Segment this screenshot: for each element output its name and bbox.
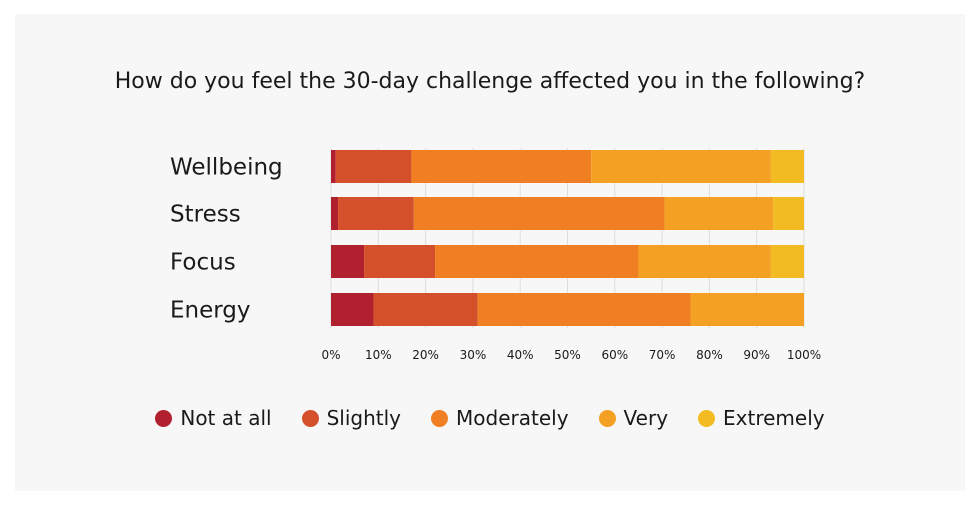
legend-item: Very bbox=[598, 406, 669, 430]
legend-item: Extremely bbox=[698, 406, 825, 430]
bar-segment bbox=[770, 245, 804, 278]
bar-segment bbox=[373, 293, 478, 326]
bar-segment bbox=[770, 150, 804, 183]
bar-segment bbox=[338, 197, 414, 230]
legend-label: Moderately bbox=[456, 406, 569, 430]
bar-segment bbox=[331, 293, 374, 326]
category-label: Stress bbox=[170, 202, 241, 228]
legend-label: Extremely bbox=[723, 406, 825, 430]
bar-segment bbox=[411, 150, 592, 183]
bar-segment bbox=[331, 245, 365, 278]
x-tick-label: 40% bbox=[507, 348, 534, 362]
x-tick-label: 70% bbox=[649, 348, 676, 362]
legend-swatch bbox=[698, 409, 716, 427]
bar-segment bbox=[364, 245, 436, 278]
x-tick-label: 60% bbox=[601, 348, 628, 362]
legend-label: Slightly bbox=[326, 406, 402, 430]
legend-item: Not at all bbox=[155, 406, 272, 430]
x-tick-label: 100% bbox=[787, 348, 821, 362]
bar-segment bbox=[773, 197, 804, 230]
bar-segment bbox=[435, 245, 639, 278]
bar-segment bbox=[638, 245, 771, 278]
bar-segment bbox=[591, 150, 771, 183]
legend-label: Not at all bbox=[180, 406, 272, 430]
bar-segment bbox=[690, 293, 804, 326]
bar-segment bbox=[477, 293, 691, 326]
x-tick-label: 90% bbox=[743, 348, 770, 362]
category-label: Focus bbox=[170, 250, 236, 276]
legend-swatch bbox=[431, 409, 449, 427]
bar-segment bbox=[413, 197, 665, 230]
legend-swatch bbox=[301, 409, 319, 427]
legend-item: Moderately bbox=[431, 406, 569, 430]
bar-segment bbox=[331, 150, 336, 183]
x-tick-label: 0% bbox=[321, 348, 340, 362]
legend-label: Very bbox=[623, 406, 669, 430]
legend-swatch bbox=[155, 409, 173, 427]
x-tick-label: 30% bbox=[460, 348, 487, 362]
legend-item: Slightly bbox=[301, 406, 402, 430]
bar-segment bbox=[331, 197, 339, 230]
category-label: Wellbeing bbox=[170, 155, 283, 181]
legend-swatch bbox=[598, 409, 616, 427]
bar-segment bbox=[664, 197, 774, 230]
x-tick-label: 10% bbox=[365, 348, 392, 362]
x-tick-label: 80% bbox=[696, 348, 723, 362]
chart-title: How do you feel the 30-day challenge aff… bbox=[114, 69, 866, 94]
x-tick-label: 50% bbox=[554, 348, 581, 362]
chart-legend: Not at all Slightly Moderately Very Extremel… bbox=[0, 406, 980, 430]
x-tick-label: 20% bbox=[412, 348, 439, 362]
bar-segment bbox=[335, 150, 412, 183]
category-label: Energy bbox=[170, 298, 251, 324]
